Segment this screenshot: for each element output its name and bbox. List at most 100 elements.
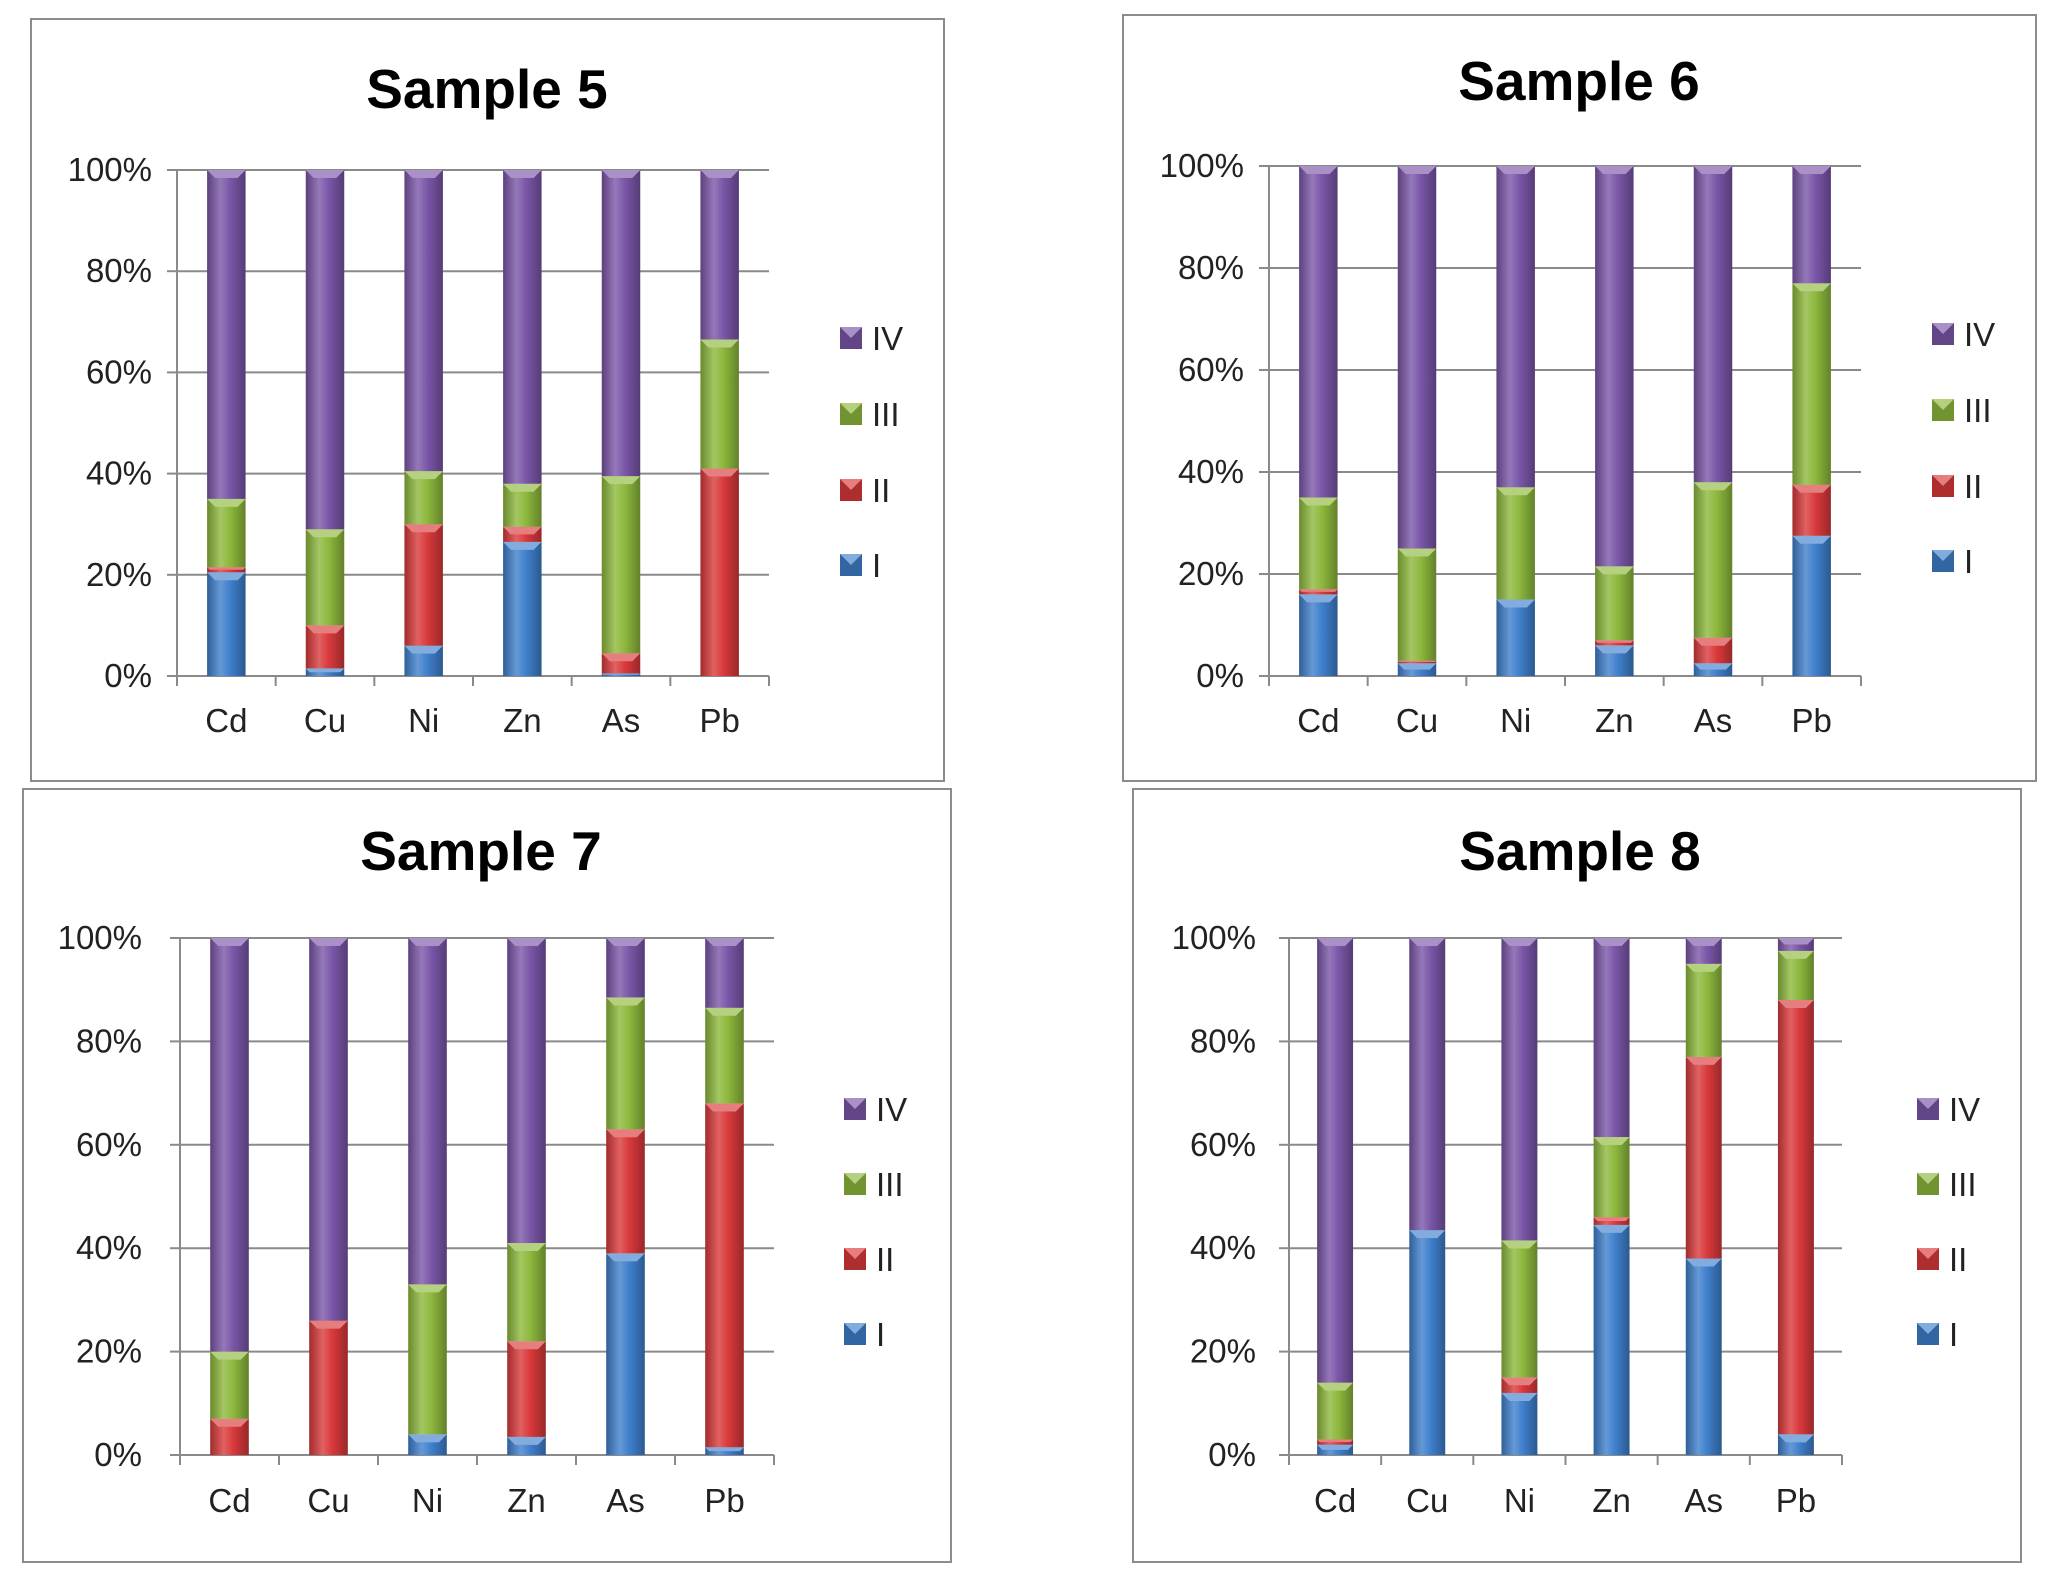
bar-bevel xyxy=(1595,640,1634,643)
bar-bevel xyxy=(404,471,443,480)
sample-5-title: Sample 5 xyxy=(366,58,608,120)
legend-swatch-bevel xyxy=(844,1248,866,1259)
bar-cd-iv xyxy=(1299,166,1338,498)
bar-as-ii xyxy=(1685,1056,1722,1259)
y-tick-label: 40% xyxy=(1190,1229,1256,1266)
bar-bevel xyxy=(503,541,542,550)
bar-cd-iii xyxy=(1317,1382,1354,1440)
legend-label-i: I xyxy=(872,547,881,584)
legend-swatch-bevel xyxy=(844,1323,866,1334)
legend-label-ii: II xyxy=(1949,1241,1967,1278)
y-tick-label: 20% xyxy=(86,556,152,593)
bar-bevel xyxy=(1792,535,1831,544)
bar-bevel xyxy=(503,483,542,492)
legend-label-iii: III xyxy=(872,396,900,433)
bar-cu-iii xyxy=(1397,548,1437,661)
x-tick-label-ni: Ni xyxy=(408,702,439,739)
bar-bevel xyxy=(705,938,744,946)
legend-swatch-bevel xyxy=(844,1098,866,1109)
bar-bevel xyxy=(1792,484,1831,493)
bar-bevel xyxy=(606,1253,645,1262)
chart-panel-sample-5: Sample 5 0% 20% 40% 60% 80% 100% Cd Cu Ni Zn As Pb IV… xyxy=(30,18,945,782)
bar-bevel xyxy=(1685,1258,1722,1267)
x-tick-label-as: As xyxy=(1684,1482,1723,1519)
y-tick-label: 100% xyxy=(68,151,152,188)
chart-sample-5: Sample 5 0% 20% 40% 60% 80% 100% Cd Cu Ni Zn As Pb IV… xyxy=(68,58,904,739)
legend-label-i: I xyxy=(1949,1316,1958,1353)
legend-swatch-bevel xyxy=(1932,550,1954,561)
chart-sample-8: Sample 8 0% 20% 40% 60% 80% 100% Cd Cu Ni Zn As Pb IV… xyxy=(1172,820,1981,1519)
legend-label-iv: IV xyxy=(876,1091,907,1128)
legend-swatch-bevel xyxy=(840,403,862,414)
y-tick-label: 0% xyxy=(1208,1436,1256,1473)
bar-pb-iii xyxy=(1777,950,1814,1001)
bar-bevel xyxy=(1397,660,1437,662)
y-tick-label: 20% xyxy=(1190,1333,1256,1370)
bar-as-iii xyxy=(606,997,645,1130)
bar-bevel xyxy=(1685,1056,1722,1065)
bar-as-i xyxy=(606,1253,645,1455)
bar-cu-ii xyxy=(309,1320,348,1455)
bar-bevel xyxy=(404,524,443,533)
bar-bevel xyxy=(1317,1439,1354,1443)
bar-bevel xyxy=(1593,938,1630,946)
bar-pb-iii xyxy=(700,339,739,469)
bar-bevel xyxy=(1501,1392,1538,1401)
bar-bevel xyxy=(207,572,246,581)
bar-bevel xyxy=(1593,1137,1630,1146)
legend-label-iii: III xyxy=(1949,1166,1977,1203)
bar-ni-i xyxy=(1496,599,1535,676)
bar-cu-iv xyxy=(1397,166,1437,549)
bar-bevel xyxy=(601,673,641,675)
bar-bevel xyxy=(503,526,542,535)
bar-cd-iv xyxy=(210,938,249,1352)
bar-bevel xyxy=(1496,166,1535,174)
bar-bevel xyxy=(1501,938,1538,946)
legend-swatch-bevel xyxy=(1917,1248,1939,1259)
bar-cd-iv xyxy=(207,170,246,499)
y-tick-label: 80% xyxy=(86,252,152,289)
y-tick-label: 40% xyxy=(76,1229,142,1266)
x-tick-label-zn: Zn xyxy=(507,1482,546,1519)
y-tick-label: 0% xyxy=(104,657,152,694)
chart-sample-7: Sample 7 0% 20% 40% 60% 80% 100% Cd Cu Ni Zn As Pb IV… xyxy=(58,820,908,1519)
bar-cd-iii xyxy=(210,1351,249,1419)
legend-swatch-bevel xyxy=(844,1173,866,1184)
chart-panel-sample-8: Sample 8 0% 20% 40% 60% 80% 100% Cd Cu Ni Zn As Pb IV… xyxy=(1132,788,2022,1563)
bar-cd-iii xyxy=(207,498,246,568)
bar-pb-ii xyxy=(705,1103,744,1448)
bar-bevel xyxy=(305,529,345,538)
chart-panel-sample-6: Sample 6 0% 20% 40% 60% 80% 100% Cd Cu Ni Zn As Pb IV… xyxy=(1122,14,2037,782)
bar-bevel xyxy=(1501,1240,1538,1249)
legend-swatch-bevel xyxy=(840,479,862,490)
sample-6-title: Sample 6 xyxy=(1458,50,1700,112)
legend-swatch-bevel xyxy=(1917,1323,1939,1334)
bar-ni-iv xyxy=(408,938,447,1285)
legend-label-ii: II xyxy=(872,472,890,509)
bar-ni-iii xyxy=(404,471,443,525)
bar-bevel xyxy=(408,1434,447,1443)
y-tick-label: 80% xyxy=(76,1022,142,1059)
bar-bevel xyxy=(601,653,641,662)
bar-bevel xyxy=(606,938,645,946)
bar-as-i xyxy=(1685,1258,1722,1455)
bar-bevel xyxy=(507,1436,546,1445)
bar-cd-i xyxy=(207,572,246,676)
bar-cu-iv xyxy=(309,938,348,1321)
bar-as-iii xyxy=(1685,963,1722,1057)
x-tick-label-cd: Cd xyxy=(208,1482,250,1519)
x-tick-label-cd: Cd xyxy=(1297,702,1339,739)
bar-bevel xyxy=(507,938,546,946)
bar-bevel xyxy=(1693,482,1733,491)
bar-ni-iii xyxy=(1496,487,1535,600)
bar-bevel xyxy=(1397,166,1437,174)
legend-label-ii: II xyxy=(876,1241,894,1278)
bar-bevel xyxy=(1397,663,1437,670)
bar-pb-iv xyxy=(700,170,739,340)
bar-ni-iv xyxy=(1501,938,1538,1241)
legend-label-i: I xyxy=(876,1316,885,1353)
sample-8-title: Sample 8 xyxy=(1459,820,1701,882)
bar-bevel xyxy=(1685,938,1722,946)
bar-cu-i xyxy=(1409,1230,1446,1455)
x-tick-label-pb: Pb xyxy=(699,702,739,739)
